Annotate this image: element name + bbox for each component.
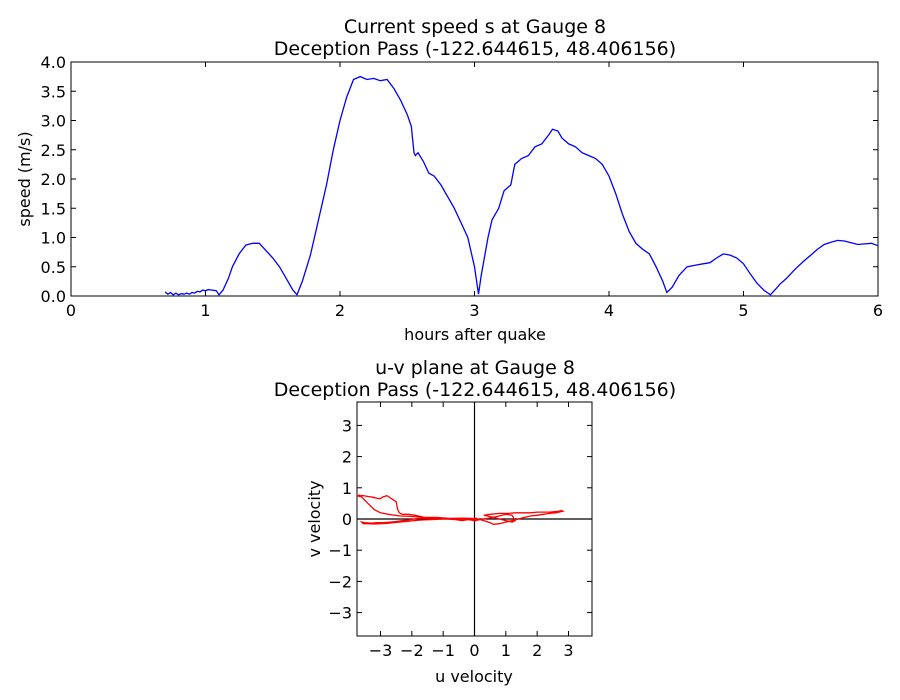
speed-y-tick-label: 2.0 bbox=[41, 170, 66, 189]
speed-y-axis-label: speed (m/s) bbox=[15, 131, 34, 226]
speed-y-ticks: 0.0 0.5 1.0 1.5 2.0 2.5 3.0 3.5 4.0 bbox=[41, 53, 878, 306]
speed-y-tick-label: 2.5 bbox=[41, 141, 66, 160]
uv-y-tick-label: −3 bbox=[328, 604, 352, 623]
uv-y-tick-label: −1 bbox=[328, 541, 352, 560]
speed-y-tick-label: 1.0 bbox=[41, 229, 66, 248]
uv-x-axis-label: u velocity bbox=[435, 667, 513, 686]
speed-x-axis-label: hours after quake bbox=[404, 325, 546, 344]
uv-y-ticks: −3 −2 −1 0 1 2 3 bbox=[328, 416, 592, 623]
uv-y-tick-label: −2 bbox=[328, 572, 352, 591]
uv-x-tick-label: 3 bbox=[563, 641, 573, 660]
uv-x-ticks: −3 −2 −1 0 1 2 3 bbox=[369, 402, 574, 660]
uv-y-tick-label: 1 bbox=[342, 479, 352, 498]
uv-y-tick-label: 0 bbox=[342, 510, 352, 529]
uv-chart: u-v plane at Gauge 8 Deception Pass (-12… bbox=[274, 357, 676, 686]
speed-x-tick-label: 5 bbox=[738, 301, 748, 320]
speed-x-tick-label: 0 bbox=[66, 301, 76, 320]
uv-x-tick-label: −2 bbox=[400, 641, 424, 660]
speed-y-tick-label: 0.0 bbox=[41, 287, 66, 306]
uv-y-tick-label: 2 bbox=[342, 448, 352, 467]
speed-y-tick-label: 3.5 bbox=[41, 82, 66, 101]
uv-x-tick-label: 2 bbox=[532, 641, 542, 660]
uv-x-tick-label: 0 bbox=[469, 641, 479, 660]
speed-x-tick-label: 6 bbox=[873, 301, 883, 320]
uv-x-tick-label: −1 bbox=[431, 641, 455, 660]
speed-chart: Current speed s at Gauge 8 Deception Pas… bbox=[15, 16, 883, 344]
speed-y-tick-label: 4.0 bbox=[41, 53, 66, 72]
uv-trajectory-line bbox=[356, 494, 565, 525]
speed-x-tick-label: 1 bbox=[200, 301, 210, 320]
uv-x-tick-label: 1 bbox=[501, 641, 511, 660]
speed-x-tick-label: 2 bbox=[335, 301, 345, 320]
uv-x-tick-label: −3 bbox=[369, 641, 393, 660]
speed-y-tick-label: 3.0 bbox=[41, 112, 66, 131]
speed-chart-title: Current speed s at Gauge 8 bbox=[344, 16, 606, 38]
speed-x-ticks: 0 1 2 3 4 5 6 bbox=[66, 62, 883, 320]
speed-chart-subtitle: Deception Pass (-122.644615, 48.406156) bbox=[274, 38, 676, 60]
uv-chart-title: u-v plane at Gauge 8 bbox=[375, 357, 575, 379]
speed-y-tick-label: 0.5 bbox=[41, 258, 66, 277]
speed-y-tick-label: 1.5 bbox=[41, 199, 66, 218]
speed-series-line bbox=[164, 75, 879, 297]
uv-y-axis-label: v velocity bbox=[305, 480, 324, 557]
speed-x-tick-label: 4 bbox=[604, 301, 614, 320]
speed-plot-frame bbox=[70, 61, 879, 297]
speed-x-tick-label: 3 bbox=[469, 301, 479, 320]
uv-y-tick-label: 3 bbox=[342, 416, 352, 435]
uv-chart-subtitle: Deception Pass (-122.644615, 48.406156) bbox=[274, 379, 676, 401]
